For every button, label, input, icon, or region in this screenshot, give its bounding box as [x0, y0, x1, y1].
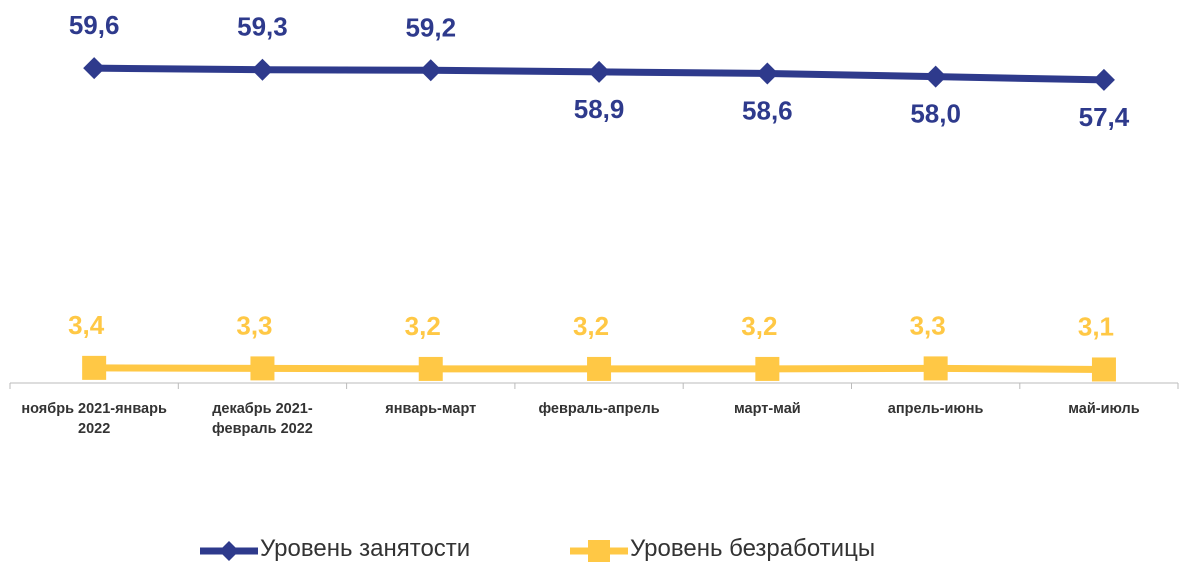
point-marker — [418, 356, 443, 381]
point-marker — [587, 356, 612, 381]
point-marker — [924, 65, 947, 88]
x-tick-label: май-июль — [1068, 401, 1140, 417]
x-tick-label: январь-март — [385, 401, 477, 417]
data-label: 3,3 — [910, 310, 946, 340]
data-label: 59,2 — [405, 12, 456, 42]
data-label: 58,0 — [910, 99, 961, 129]
data-label: 3,3 — [236, 310, 272, 340]
point-marker — [82, 355, 107, 380]
legend-label: Уровень безработицы — [630, 535, 876, 562]
data-label: 3,2 — [405, 311, 441, 341]
point-marker — [755, 356, 780, 381]
x-tick-label: апрель-июнь — [887, 401, 984, 417]
data-label: 3,2 — [741, 311, 777, 341]
point-marker — [250, 356, 275, 381]
x-tick-label: февраль-апрель — [538, 401, 660, 417]
data-label: 3,1 — [1078, 311, 1114, 341]
point-marker — [1092, 68, 1115, 91]
point-marker — [923, 356, 948, 381]
point-marker — [756, 62, 779, 85]
point-marker — [83, 57, 106, 80]
data-label: 3,4 — [68, 310, 105, 340]
x-tick-label: ноябрь 2021-январь 2022 — [21, 401, 167, 437]
data-label: 59,6 — [69, 10, 120, 40]
data-label: 58,9 — [574, 94, 625, 124]
legend-marker — [219, 541, 239, 561]
legend-label: Уровень занятости — [260, 535, 471, 562]
point-marker — [419, 59, 442, 82]
data-label: 58,6 — [742, 95, 793, 125]
data-label: 3,2 — [573, 311, 609, 341]
data-label: 57,4 — [1079, 102, 1130, 132]
point-marker — [251, 58, 274, 81]
legend-marker — [588, 540, 610, 562]
point-marker — [588, 60, 611, 83]
x-tick-label: март-май — [733, 401, 801, 417]
x-tick-label: декабрь 2021-февраль 2022 — [212, 401, 313, 437]
data-label: 59,3 — [237, 12, 288, 42]
point-marker — [1091, 357, 1116, 382]
